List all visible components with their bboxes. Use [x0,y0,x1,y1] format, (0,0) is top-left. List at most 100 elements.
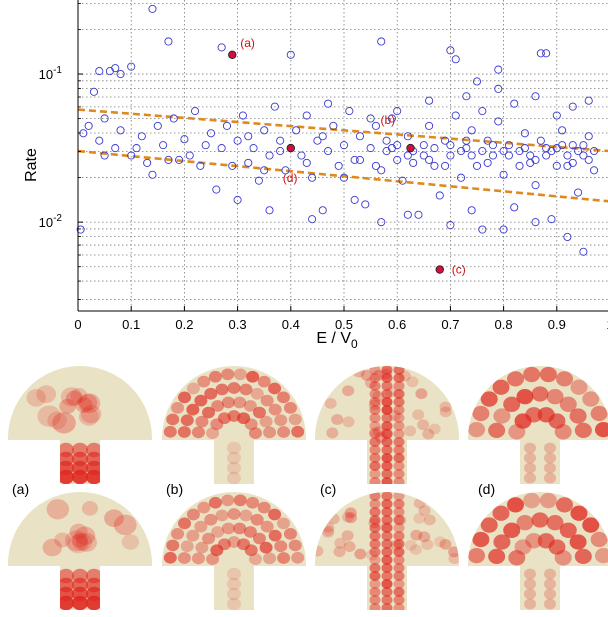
intensity-blob [211,400,225,412]
intensity-blob [369,515,381,525]
intensity-blob [65,390,83,406]
panel-b-top [158,364,310,486]
intensity-blob [381,421,393,431]
trend-line-2 [77,149,608,203]
intensity-blob [381,366,393,375]
data-point [180,135,189,144]
intensity-blob [546,515,564,531]
y-tick-label: 10-1 [39,65,63,82]
intensity-blob [393,453,405,463]
intensity-blob [276,391,290,404]
data-point [217,43,226,52]
data-point [547,147,556,156]
data-point [185,151,194,160]
intensity-blob [480,391,498,407]
intensity-blob [412,409,425,421]
data-point [377,166,386,175]
data-point [355,132,365,141]
intensity-blob [252,406,266,419]
intensity-blob [488,548,506,565]
intensity-blob [259,415,273,428]
intensity-blob [268,508,282,521]
intensity-blob [393,523,405,533]
intensity-blob [180,414,194,427]
data-point [76,225,85,234]
intensity-blob [244,418,258,431]
intensity-blob [393,507,405,517]
data-point [584,155,593,164]
data-point [563,161,572,170]
intensity-blob [166,539,180,552]
intensity-blob [227,441,241,455]
intensity-blob [177,552,191,564]
intensity-blob [227,597,241,610]
data-point [531,181,540,190]
intensity-blob [204,387,218,400]
annotation-label: (c) [452,263,466,277]
intensity-blob [381,507,393,517]
data-point [228,161,237,170]
x-axis-label: E / V0 [316,330,358,351]
data-point [286,50,295,59]
intensity-blob [208,370,222,383]
intensity-blob [334,537,347,549]
intensity-blob [448,546,459,558]
intensity-blob [393,381,405,391]
intensity-blob [191,426,205,439]
intensity-blob [70,387,88,404]
intensity-blob [171,401,185,414]
billiard-shape [162,492,306,610]
intensity-blob [468,421,486,438]
data-point [116,69,125,79]
intensity-blob [263,552,277,565]
intensity-blob [277,552,291,564]
intensity-blob [37,405,62,427]
intensity-blob [544,472,556,484]
data-point [105,67,114,76]
data-point [377,37,386,46]
intensity-blob [413,512,426,524]
data-point [499,170,508,179]
data-point [499,147,508,156]
intensity-blob [369,373,381,383]
intensity-blob [186,382,200,395]
intensity-blob [548,539,566,555]
highlighted-points: (a) (b) (c) (d) [228,36,466,277]
intensity-blob [544,578,556,590]
billiard-shape [162,366,306,484]
intensity-blob [86,469,102,484]
intensity-blob [113,514,137,536]
intensity-blob [211,526,225,538]
intensity-blob [472,531,490,548]
intensity-blob [204,513,218,526]
panel-c-top [311,364,463,486]
intensity-blob [574,548,592,565]
intensity-blob [569,408,587,424]
intensity-blob [539,366,557,383]
intensity-blob [195,415,209,428]
intensity-blob [277,426,291,438]
intensity-blob [257,375,271,388]
intensity-blob [381,445,393,455]
intensity-blob [221,522,235,535]
intensity-blob [418,505,431,517]
intensity-blob [342,416,355,428]
intensity-blob [393,571,405,581]
intensity-blob [418,531,431,543]
x-tick-label: 0.9 [548,317,566,332]
data-point [552,161,561,170]
data-point [494,65,503,74]
data-point [350,155,359,164]
intensity-blob [393,587,405,597]
intensity-blob [369,555,381,565]
panel-a-top [4,364,156,486]
intensity-blob [215,383,229,396]
intensity-blob [439,401,452,413]
data-point [95,67,104,76]
intensity-blob [217,538,231,551]
intensity-blob [248,427,262,439]
x-tick-label: 0.1 [122,317,140,332]
intensity-blob [393,531,405,541]
intensity-blob [186,508,200,521]
data-point [531,155,540,164]
